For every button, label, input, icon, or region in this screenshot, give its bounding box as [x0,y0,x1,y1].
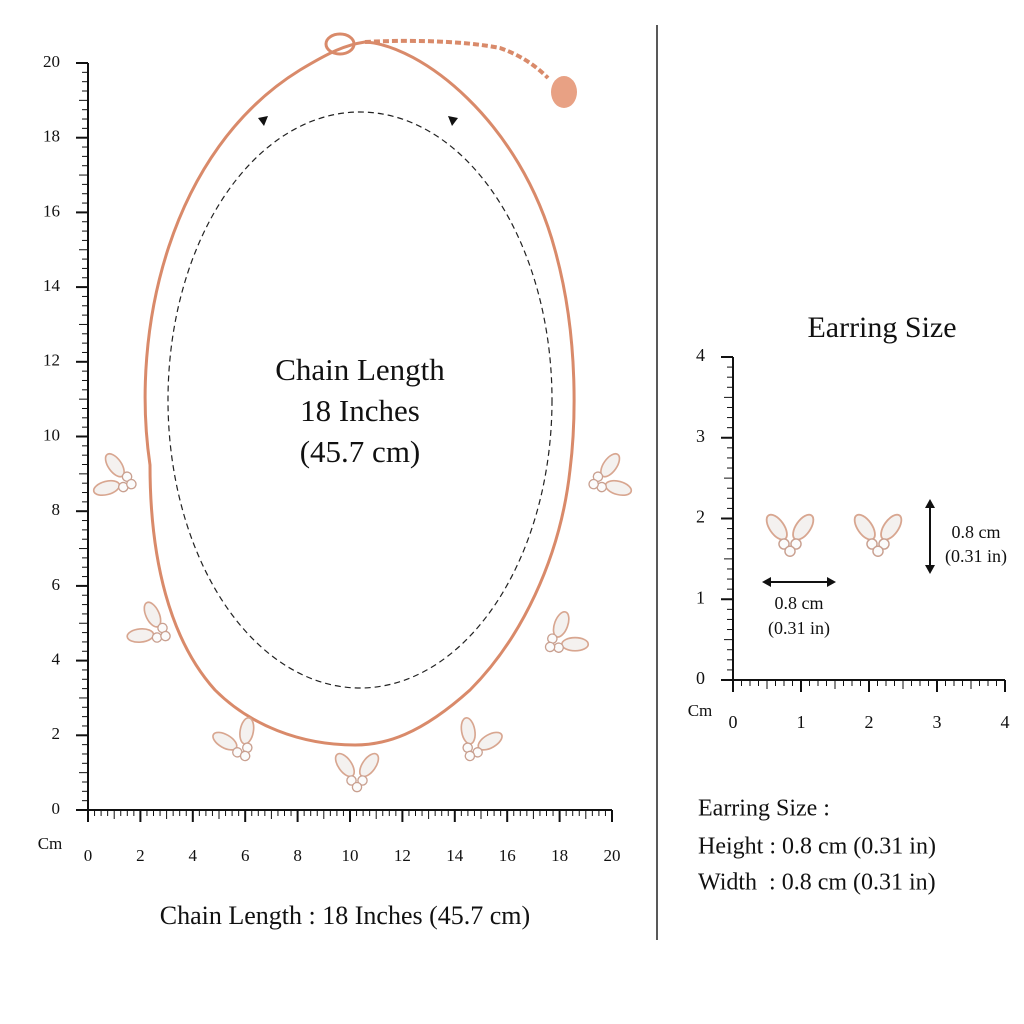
stone [157,622,168,634]
y-tick-label: 0 [696,668,705,688]
y-tick-label: 1 [696,587,705,607]
x-tick-label: 8 [293,846,302,865]
y-tick-label: 3 [696,426,705,446]
x-tick-label: 10 [342,846,359,865]
y-tick-label: 8 [52,500,61,519]
stone [357,775,368,786]
charm [544,610,590,653]
necklace [143,32,577,747]
stone [239,750,251,762]
x-tick-label: 4 [189,846,198,865]
y-tick-label: 10 [43,425,60,444]
charm [765,513,815,557]
charm [588,452,633,497]
charm [853,513,903,557]
arrow-head [448,116,458,126]
x-tick-label: 12 [394,846,411,865]
stone [596,481,607,493]
stone [151,632,163,643]
charm [92,452,137,497]
x-tick-label: 3 [933,712,942,732]
y-tick-label: 20 [43,52,60,71]
clasp [324,32,356,56]
stone [553,642,564,653]
caption: Chain Length : 18 Inches (45.7 cm) [160,901,530,930]
y-tick-label: 16 [43,201,60,220]
stone [866,538,878,550]
chain-label: 18 Inches [300,393,420,428]
x-tick-label: 0 [84,846,93,865]
x-tick-label: 0 [729,712,738,732]
stone [790,538,802,550]
arrow-head [762,577,836,587]
height-label: (0.31 in) [945,546,1007,567]
arrow-head [925,499,935,574]
stone [121,471,133,482]
x-tick-label: 4 [1001,712,1010,732]
y-tick-label: 12 [43,351,60,370]
x-tick-label: 2 [136,846,145,865]
stone [561,636,590,652]
width-label: 0.8 cm [775,593,824,613]
stone [544,641,556,653]
stone [878,538,890,550]
x-tick-label: 16 [499,846,516,865]
stone [784,545,796,557]
specs-line: Width : 0.8 cm (0.31 in) [698,870,936,896]
y-tick-label: 4 [696,345,705,365]
stone [464,750,476,762]
x-tick-label: 6 [241,846,250,865]
specs-line: Height : 0.8 cm (0.31 in) [698,834,936,860]
drop-tag [551,76,577,108]
specs-heading: Earring Size : [698,796,830,822]
unit-label: Cm [38,834,63,853]
x-tick-label: 20 [604,846,621,865]
y-tick-label: 6 [52,575,61,594]
chain-label: Chain Length [275,352,445,387]
y-tick-label: 0 [52,799,61,818]
chain-label: (45.7 cm) [300,434,421,469]
y-tick-label: 2 [52,724,61,743]
stone [242,742,253,753]
stone [351,781,363,793]
charm [334,752,380,793]
height-label: 0.8 cm [952,522,1001,542]
stone [462,742,473,753]
y-tick-label: 18 [43,127,60,146]
charm [460,717,503,762]
stone [232,747,243,758]
stone [346,775,357,786]
stone [472,747,483,758]
extender [364,38,550,80]
arrow-head [258,116,268,126]
stone [778,538,790,550]
stone [118,481,129,493]
x-tick-label: 2 [865,712,874,732]
earring-title: Earring Size [807,311,956,344]
x-tick-label: 18 [551,846,568,865]
y-tick-label: 4 [52,650,61,669]
charm [212,717,255,762]
stone [592,471,604,482]
unit-label: Cm [688,701,713,720]
dashed-loop [167,111,553,689]
stone [588,478,599,490]
x-tick-label: 14 [446,846,464,865]
width-label: (0.31 in) [768,618,830,639]
chain [143,40,576,747]
stone [872,545,884,557]
charms [92,452,903,793]
stone [547,633,558,644]
x-tick-label: 1 [797,712,806,732]
y-tick-label: 14 [43,276,61,295]
stone [160,630,171,642]
charm [126,601,171,644]
stone [126,478,137,490]
y-tick-label: 2 [696,507,705,527]
